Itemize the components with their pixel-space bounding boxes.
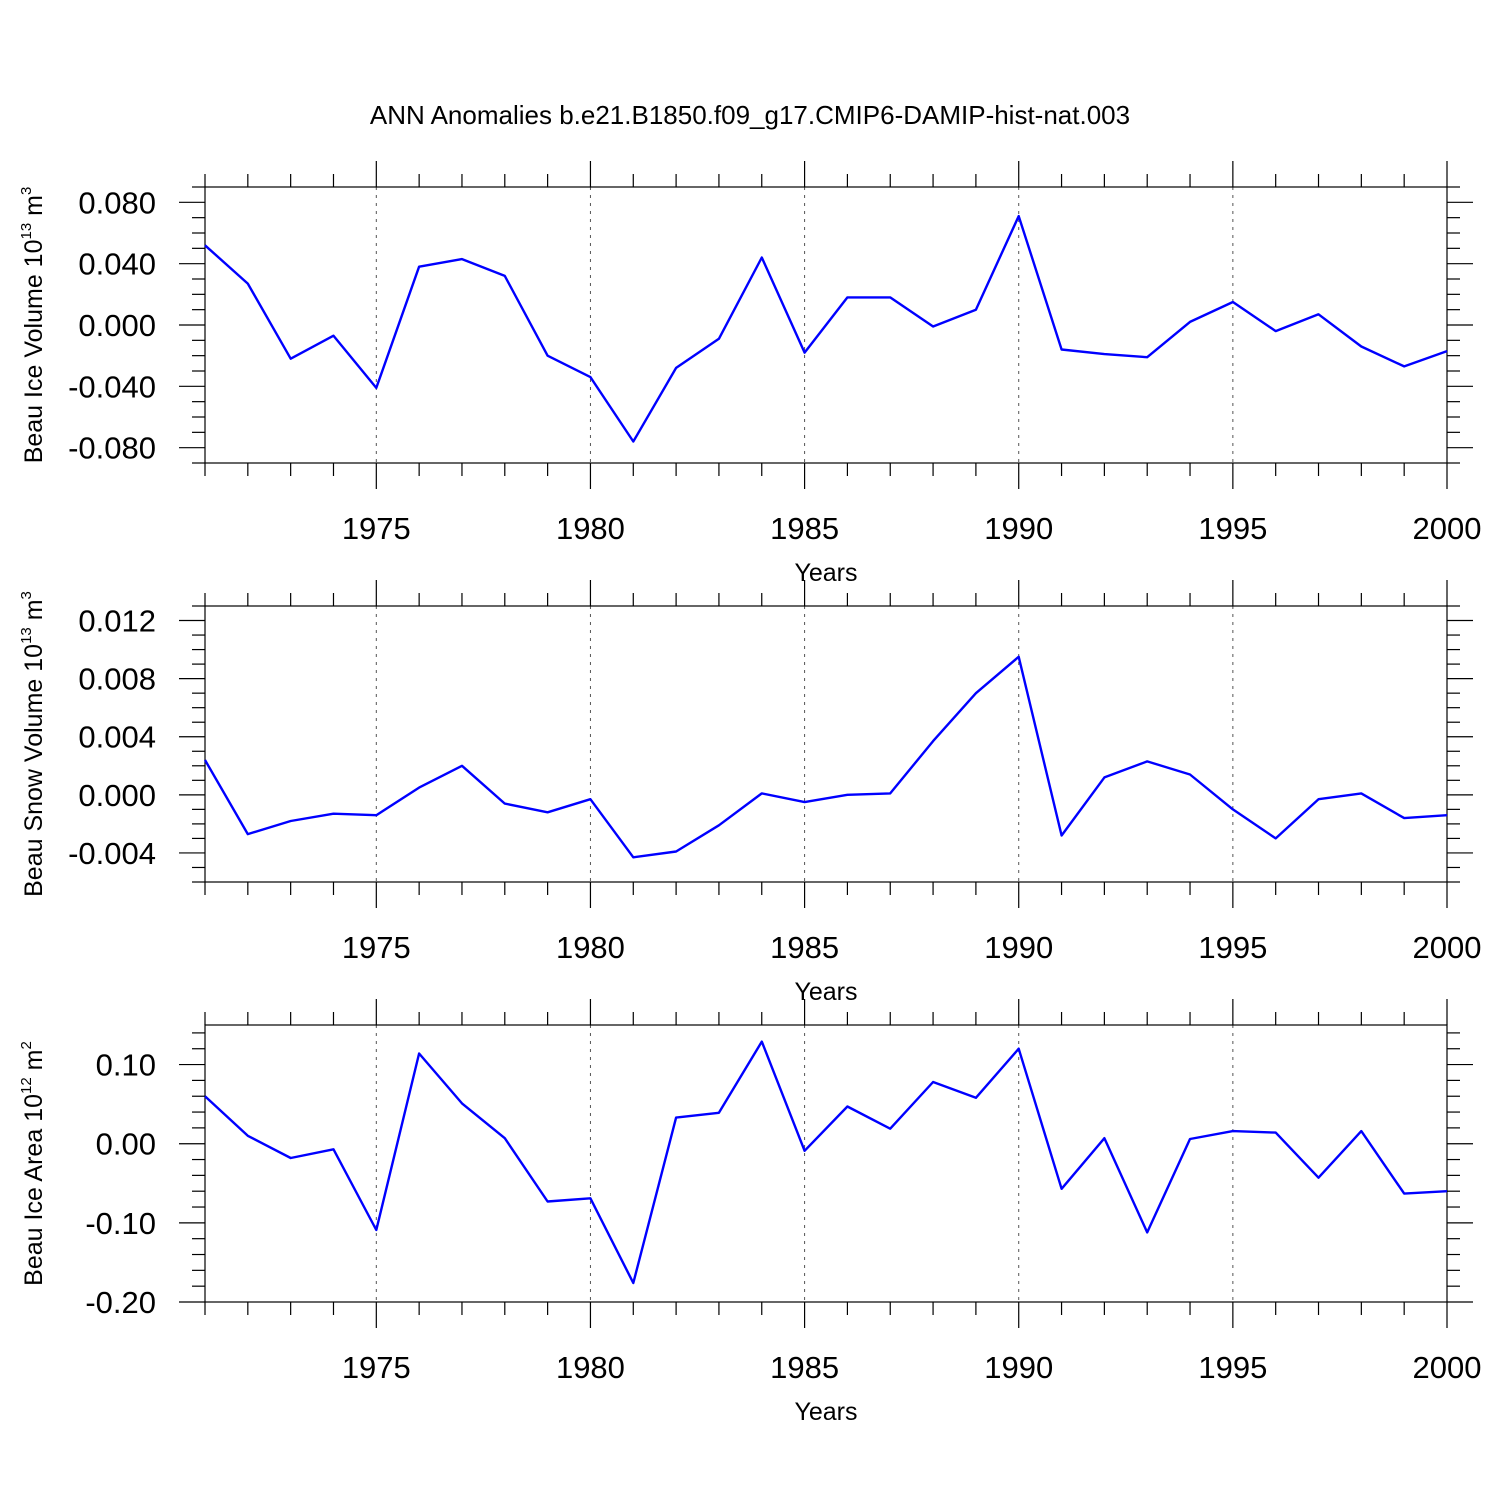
x-tick-label: 2000 — [1413, 930, 1482, 965]
y-tick-label: -0.040 — [68, 369, 156, 404]
x-tick-label: 1985 — [770, 511, 839, 546]
x-axis-label: Years — [794, 559, 857, 587]
x-tick-label: 1980 — [556, 1350, 625, 1385]
y-tick-label: 0.000 — [78, 308, 156, 343]
y-tick-label: 0.008 — [78, 662, 156, 697]
plot-frame — [204, 1024, 1448, 1303]
x-tick-label: 1975 — [342, 511, 411, 546]
x-tick-label: 1980 — [556, 930, 625, 965]
y-tick-label: -0.20 — [85, 1285, 156, 1320]
y-axis-label: Beau Ice Volume 1013 m3 — [18, 187, 48, 464]
y-tick-label: 0.040 — [78, 247, 156, 282]
x-axis-label: Years — [794, 978, 857, 1006]
y-tick-label: 0.004 — [78, 720, 156, 755]
y-tick-label: 0.10 — [96, 1048, 156, 1083]
x-axis-label: Years — [794, 1398, 857, 1426]
x-tick-label: 1985 — [770, 1350, 839, 1385]
panel-2: 1975 1980 1985 1990 1995 2000 -0.004 0.000 0.004… — [18, 580, 1481, 1006]
series-line — [204, 1040, 1448, 1285]
x-tick-label: 1990 — [984, 1350, 1053, 1385]
y-tick-label: -0.004 — [68, 836, 156, 871]
y-axis-label: Beau Snow Volume 1013 m3 — [18, 591, 48, 897]
x-tick-label: 1995 — [1198, 511, 1267, 546]
x-tick-label: 2000 — [1413, 511, 1482, 546]
x-tick-label: 1985 — [770, 930, 839, 965]
x-tick-label: 1990 — [984, 511, 1053, 546]
x-tick-label: 1980 — [556, 511, 625, 546]
y-tick-label: 0.012 — [78, 604, 156, 639]
x-tick-label: 1990 — [984, 930, 1053, 965]
x-tick-label: 1975 — [342, 930, 411, 965]
series-line — [204, 214, 1448, 443]
y-axis-label: Beau Ice Area 1012 m2 — [18, 1041, 48, 1286]
chart-title: ANN Anomalies b.e21.B1850.f09_g17.CMIP6-… — [370, 100, 1130, 130]
panels: 1975 1980 1985 1990 1995 2000 -0.080 -0.040 0.00… — [18, 161, 1481, 1426]
series-line — [203, 655, 1448, 859]
x-tick-label: 1995 — [1198, 1350, 1267, 1385]
y-tick-label: 0.00 — [96, 1127, 156, 1162]
y-tick-label: -0.10 — [85, 1206, 156, 1241]
panel-1: 1975 1980 1985 1990 1995 2000 -0.080 -0.040 0.00… — [18, 161, 1481, 587]
x-tick-label: 1995 — [1198, 930, 1267, 965]
plot-frame — [204, 605, 1448, 883]
x-tick-label: 1975 — [342, 1350, 411, 1385]
y-tick-label: 0.000 — [78, 778, 156, 813]
x-tick-label: 2000 — [1413, 1350, 1482, 1385]
y-tick-label: 0.080 — [78, 185, 156, 220]
panel-3: 1975 1980 1985 1990 1995 2000 -0.20 -0.10 0.00 0.… — [18, 999, 1481, 1426]
y-tick-label: -0.080 — [68, 431, 156, 466]
